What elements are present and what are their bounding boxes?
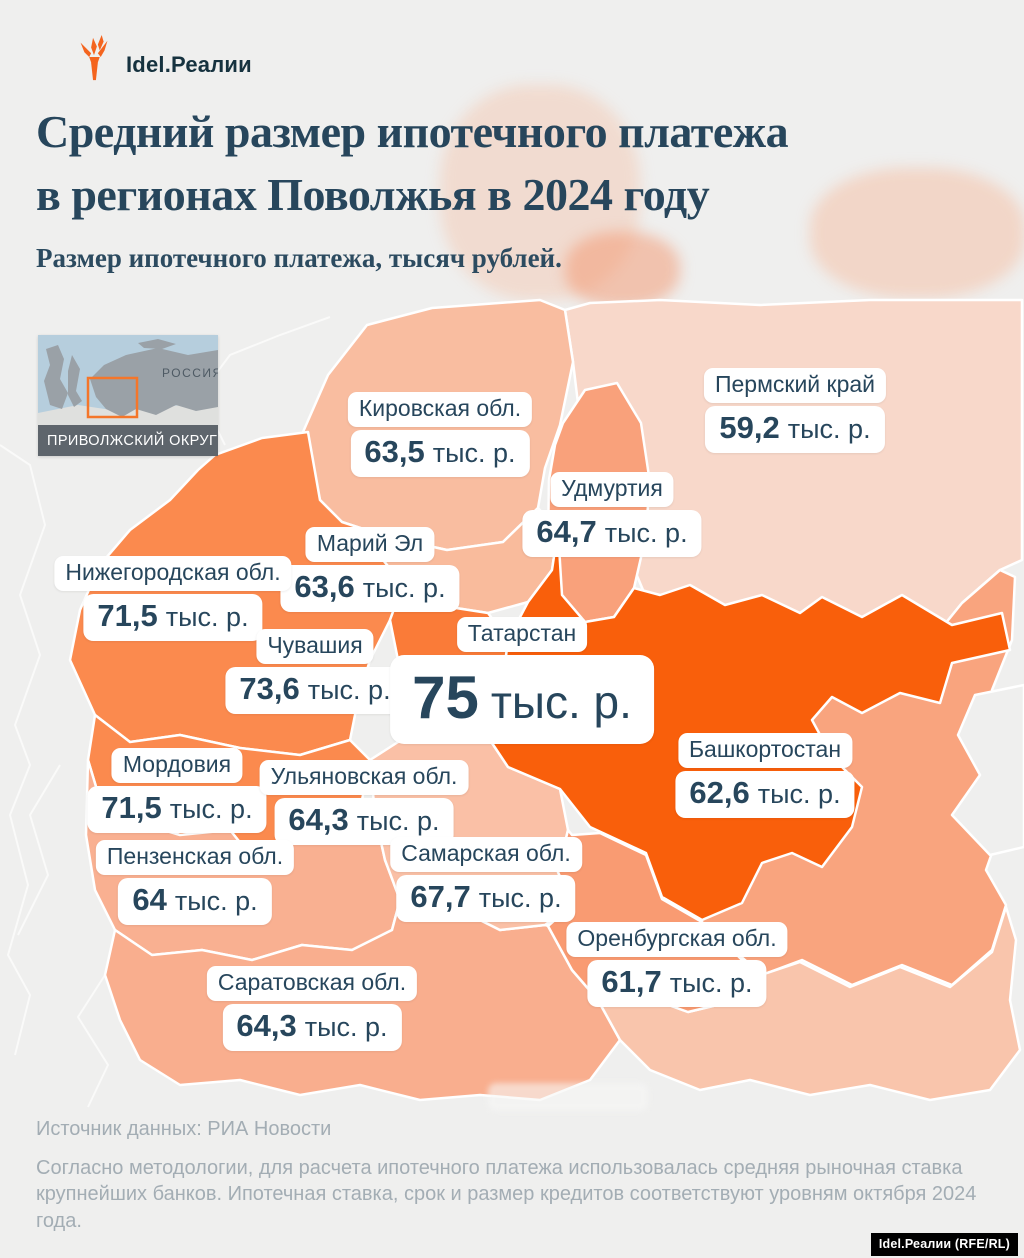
brand-name: Idel.Реалии (126, 52, 252, 77)
region-name: Пензенская обл. (95, 840, 295, 875)
region-label-nizhegorodskaya: Нижегородская обл. 71,5 тыс. р. (54, 556, 292, 641)
credit-badge: Idel.Реалии (RFE/RL) (870, 1233, 1018, 1256)
region-name: Башкортостан (677, 733, 853, 768)
region-value: 62,6 тыс. р. (675, 771, 855, 818)
region-name: Самарская обл. (390, 837, 582, 872)
region-name: Нижегородская обл. (54, 556, 292, 591)
faded-watermark (488, 1083, 648, 1111)
background-blob (810, 168, 1024, 298)
locator-country-label: РОССИЯ (162, 366, 218, 380)
title-line1: Средний размер ипотечного платежа (36, 106, 789, 157)
region-name: Татарстан (456, 617, 588, 652)
region-label-mordovia: Мордовия 71,5 тыс. р. (87, 748, 267, 833)
region-value: 64 тыс. р. (118, 878, 272, 925)
region-label-udmurtia: Удмуртия 64,7 тыс. р. (522, 472, 702, 557)
region-label-saratovskaya: Саратовская обл. 64,3 тыс. р. (206, 966, 418, 1051)
region-label-tatarstan: Татарстан 75 тыс. р. (390, 617, 654, 744)
region-label-orenburgskaya: Оренбургская обл. 61,7 тыс. р. (566, 922, 788, 1007)
region-label-samarskaya: Самарская обл. 67,7 тыс. р. (390, 837, 582, 922)
region-value: 64,3 тыс. р. (222, 1004, 402, 1051)
region-value: 67,7 тыс. р. (396, 875, 576, 922)
region-value: 63,6 тыс. р. (280, 565, 460, 612)
region-label-penzenskaya: Пензенская обл. 64 тыс. р. (95, 840, 295, 925)
region-label-ulyanovskaya: Ульяновская обл. 64,3 тыс. р. (259, 760, 469, 845)
region-value: 75 тыс. р. (390, 655, 654, 744)
neighbor-gray-notch (950, 683, 1024, 857)
region-name: Марий Эл (305, 527, 435, 562)
region-label-permsky-krai: Пермский край 59,2 тыс. р. (703, 368, 887, 453)
region-value: 71,5 тыс. р. (83, 594, 263, 641)
region-value: 73,6 тыс. р. (225, 667, 405, 714)
region-value: 71,5 тыс. р. (87, 786, 267, 833)
data-source: Источник данных: РИА Новости (36, 1118, 332, 1140)
region-value: 59,2 тыс. р. (705, 406, 885, 453)
title-line2: в регионах Поволжья в 2024 году (36, 169, 710, 221)
region-value: 63,5 тыс. р. (350, 430, 530, 477)
region-name: Чувашия (256, 629, 374, 664)
page-title: Средний размер ипотечного платежа в реги… (36, 100, 996, 227)
torch-icon (80, 34, 108, 81)
region-name: Саратовская обл. (206, 966, 418, 1001)
region-value: 64,7 тыс. р. (522, 510, 702, 557)
region-label-kirovskaya: Кировская обл. 63,5 тыс. р. (347, 392, 533, 477)
locator-highlight-rect (86, 376, 139, 419)
page-subtitle: Размер ипотечного платежа, тысяч рублей. (36, 243, 562, 273)
locator-caption: ПРИВОЛЖСКИЙ ОКРУГ (38, 425, 218, 456)
region-label-chuvashia: Чувашия 73,6 тыс. р. (225, 629, 405, 714)
region-value: 61,7 тыс. р. (587, 960, 767, 1007)
methodology-note: Согласно методологии, для расчета ипотеч… (36, 1157, 977, 1232)
region-name: Пермский край (703, 368, 887, 403)
region-label-mariy-el: Марий Эл 63,6 тыс. р. (280, 527, 460, 612)
region-name: Мордовия (111, 748, 243, 783)
region-name: Ульяновская обл. (259, 760, 469, 795)
locator-map-graphic (38, 335, 218, 425)
region-name: Удмуртия (550, 472, 674, 507)
region-label-bashkortostan: Башкортостан 62,6 тыс. р. (675, 733, 855, 818)
region-name: Кировская обл. (347, 392, 533, 427)
locator-inset-map: РОССИЯ ПРИВОЛЖСКИЙ ОКРУГ (38, 335, 218, 456)
region-name: Оренбургская обл. (566, 922, 788, 957)
background-blob (565, 232, 680, 307)
brand-logo: Idel.Реалии (70, 32, 252, 84)
locator-map-canvas: РОССИЯ (38, 335, 218, 425)
region-tatarstan (488, 528, 1012, 922)
